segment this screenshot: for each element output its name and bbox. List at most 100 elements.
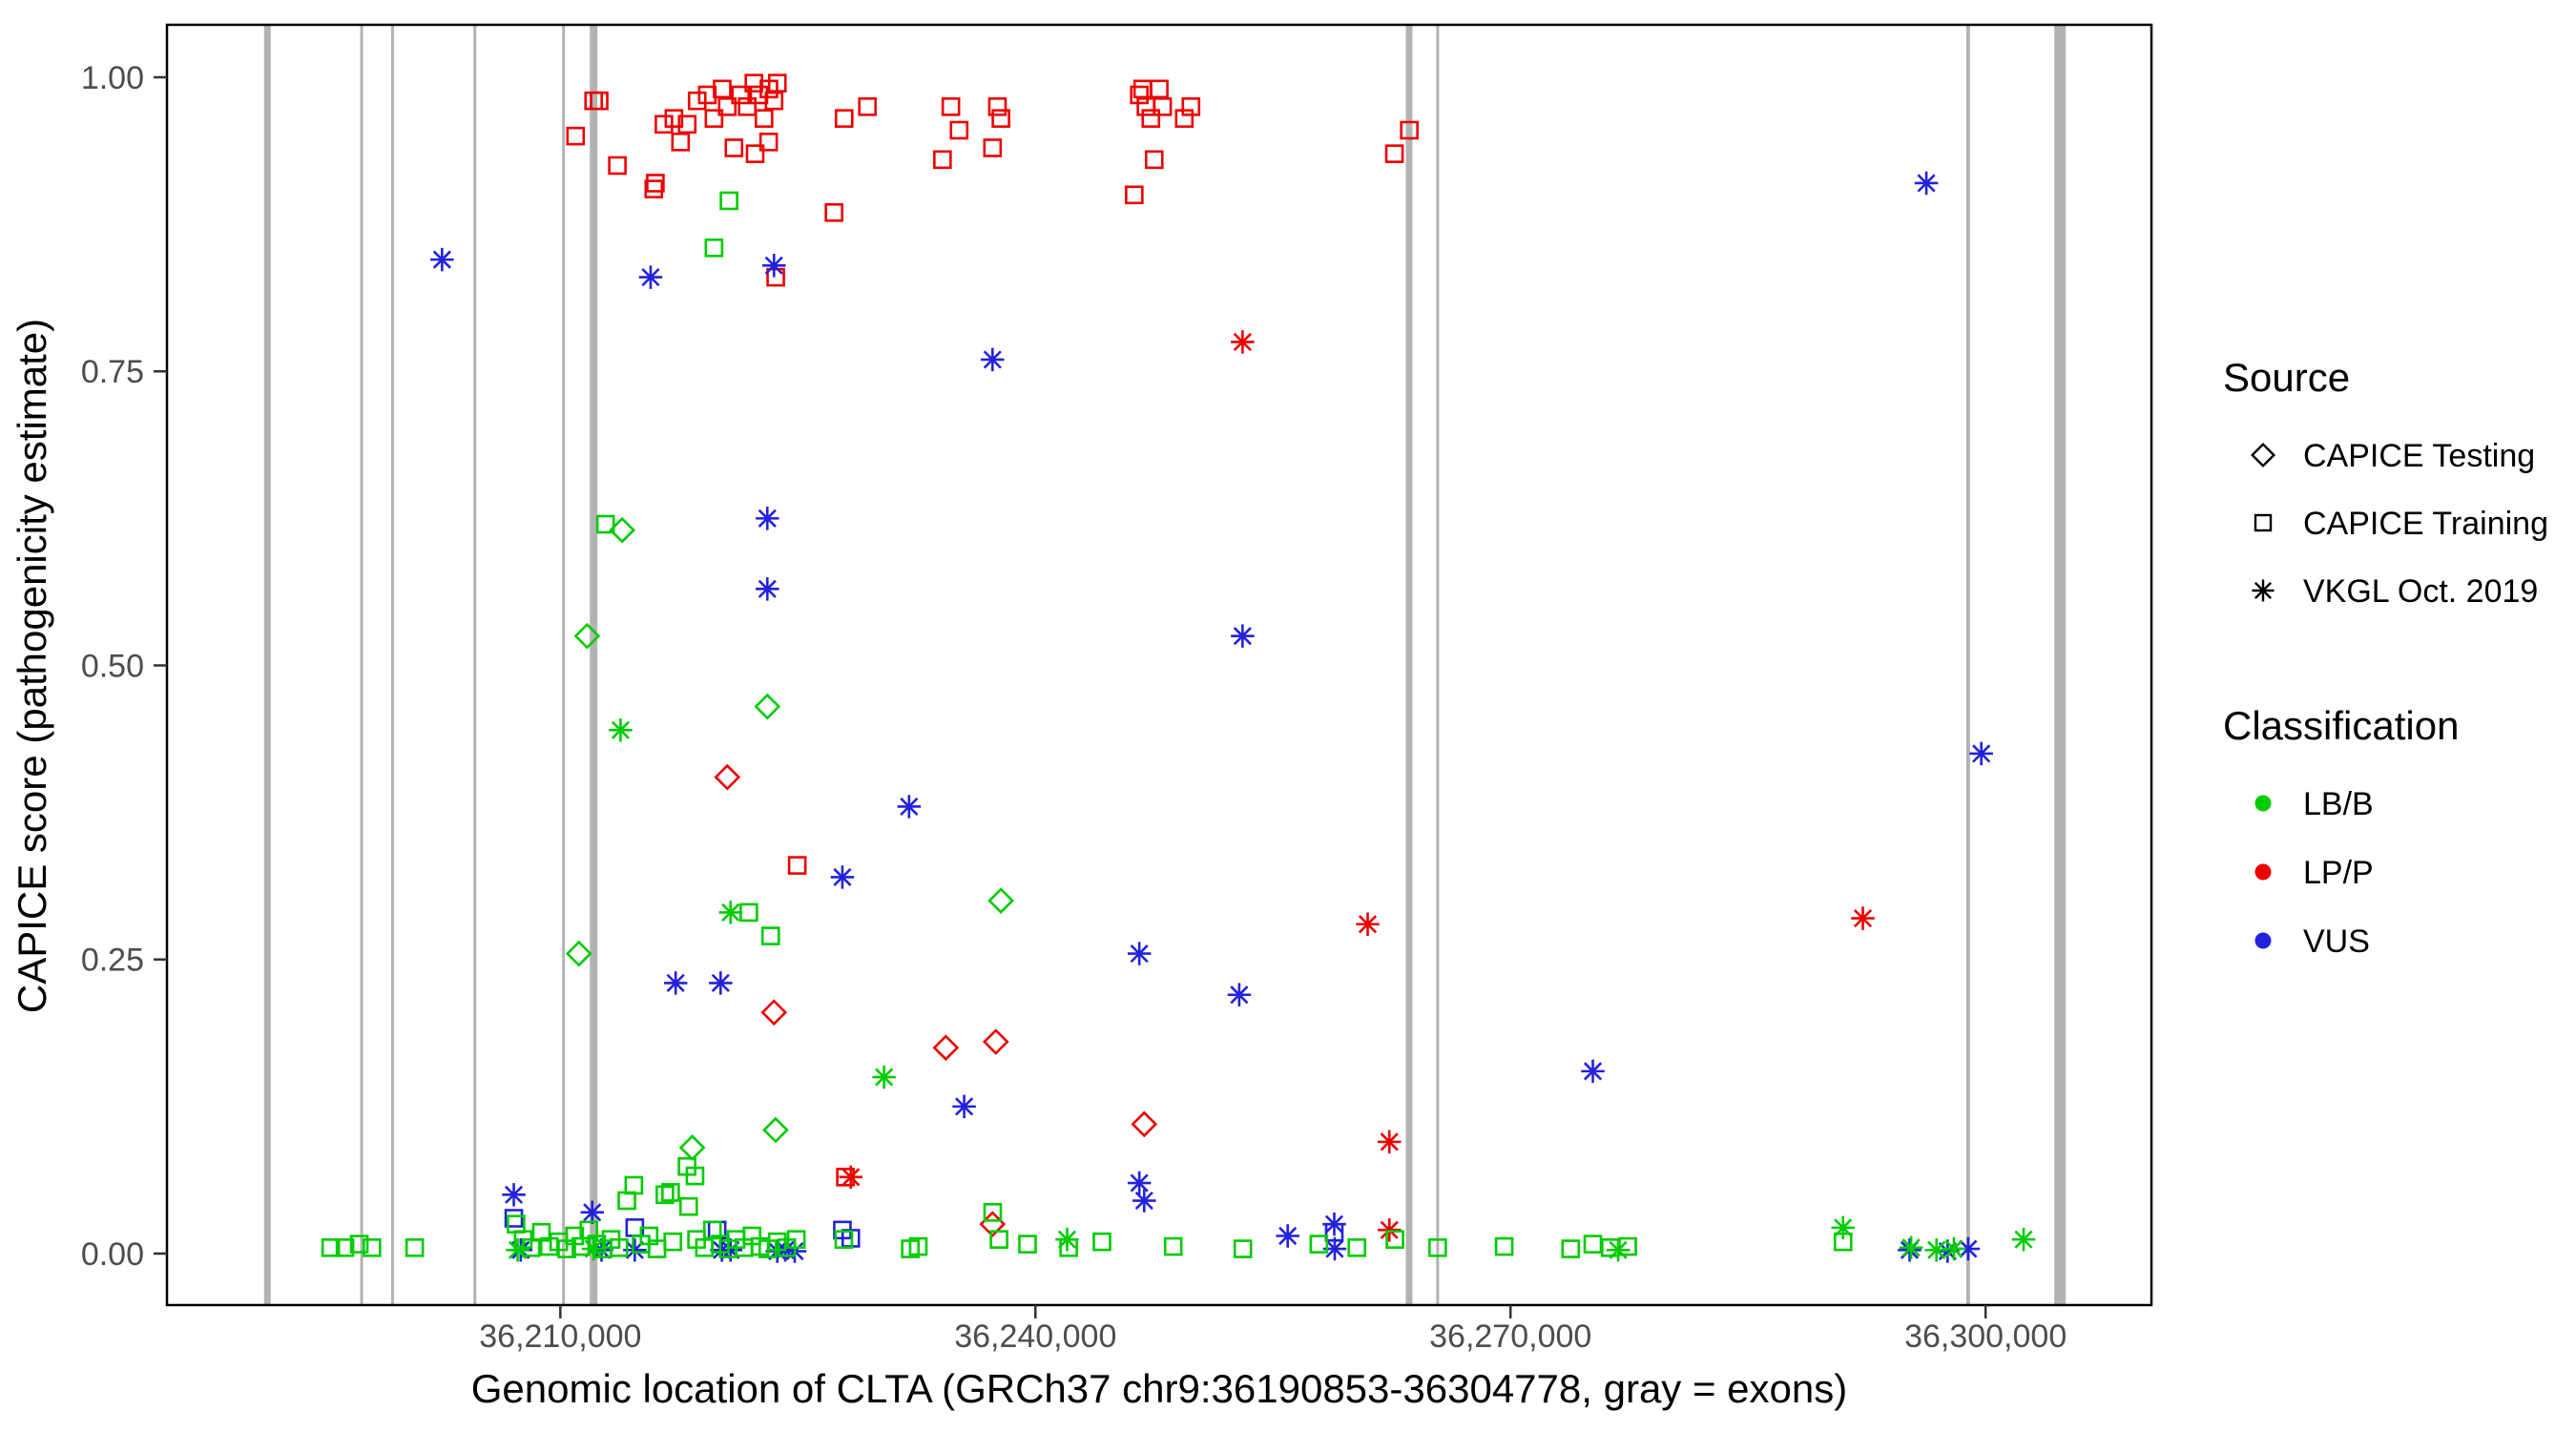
data-point bbox=[1181, 97, 1201, 116]
data-point bbox=[767, 1232, 787, 1252]
x-axis: 36,210,000 36,240,000 36,270,000 36,300,000 bbox=[479, 1305, 2067, 1355]
asterisk-marker bbox=[955, 1097, 974, 1116]
asterisk-marker bbox=[1901, 1238, 1921, 1257]
diamond-marker bbox=[932, 1034, 960, 1062]
data-point bbox=[590, 91, 609, 111]
square-marker bbox=[646, 174, 665, 193]
square-marker bbox=[678, 1196, 698, 1216]
square-marker bbox=[758, 133, 779, 152]
square-marker bbox=[663, 1232, 682, 1252]
diamond-marker bbox=[979, 1211, 1007, 1238]
asterisk-marker bbox=[432, 250, 451, 269]
data-point bbox=[506, 1238, 530, 1262]
data-point bbox=[1276, 1224, 1299, 1248]
data-point bbox=[1131, 1110, 1158, 1138]
square-marker bbox=[767, 1232, 787, 1252]
diamond-marker bbox=[714, 763, 741, 791]
data-point bbox=[1309, 1234, 1329, 1254]
data-point bbox=[1494, 1236, 1514, 1256]
asterisk-marker bbox=[764, 256, 783, 275]
square-marker bbox=[1163, 1236, 1183, 1256]
data-point bbox=[739, 902, 758, 923]
square-marker bbox=[908, 1236, 928, 1256]
square-marker bbox=[764, 91, 784, 111]
diamond-marker bbox=[987, 887, 1014, 914]
legend-asterisk-icon bbox=[2252, 579, 2275, 602]
square-marker bbox=[624, 1175, 644, 1195]
data-point bbox=[758, 133, 779, 152]
square-marker bbox=[1561, 1239, 1581, 1258]
data-point bbox=[1231, 624, 1255, 648]
data-point bbox=[713, 79, 732, 99]
square-marker bbox=[737, 97, 757, 116]
asterisk-marker bbox=[1944, 1239, 1963, 1258]
legend-diamond-icon bbox=[2250, 442, 2276, 468]
data-point bbox=[671, 133, 691, 152]
data-point bbox=[717, 97, 737, 116]
data-point bbox=[1125, 185, 1144, 205]
asterisk-marker bbox=[1057, 1230, 1077, 1249]
square-marker bbox=[704, 238, 724, 258]
data-point bbox=[1385, 1230, 1404, 1250]
asterisk-marker bbox=[508, 1240, 528, 1259]
legend-dot-icon bbox=[2254, 795, 2272, 812]
data-point bbox=[981, 347, 1005, 372]
data-point bbox=[987, 97, 1008, 116]
square-marker bbox=[989, 1230, 1008, 1250]
square-marker bbox=[1347, 1238, 1367, 1257]
square-marker bbox=[767, 73, 787, 93]
asterisk-marker bbox=[1380, 1220, 1399, 1239]
data-point bbox=[1356, 912, 1380, 936]
diamond-marker bbox=[573, 622, 601, 650]
asterisk-marker bbox=[611, 720, 630, 739]
square-marker bbox=[754, 109, 774, 128]
square-marker bbox=[664, 109, 684, 128]
data-point bbox=[834, 1230, 854, 1250]
square-marker bbox=[987, 97, 1008, 116]
asterisk-marker bbox=[2014, 1230, 2033, 1249]
data-point bbox=[335, 1238, 355, 1257]
square-marker bbox=[1181, 97, 1201, 116]
data-point bbox=[1581, 1059, 1605, 1084]
data-point bbox=[580, 1200, 604, 1225]
square-marker bbox=[697, 85, 717, 105]
data-point bbox=[704, 109, 724, 128]
asterisk-marker bbox=[666, 973, 685, 992]
legend-source-item-label: CAPICE Testing bbox=[2303, 438, 2535, 474]
x-tick-label: 36,210,000 bbox=[479, 1318, 641, 1355]
data-point bbox=[834, 109, 854, 128]
legend-dot-icon bbox=[2254, 932, 2272, 949]
asterisk-marker bbox=[758, 508, 777, 528]
data-point bbox=[1851, 906, 1875, 930]
asterisk-marker bbox=[900, 797, 919, 817]
square-marker bbox=[786, 1230, 806, 1250]
asterisk-marker bbox=[1959, 1239, 1978, 1258]
exon-regions bbox=[263, 25, 2067, 1305]
data-point bbox=[756, 507, 779, 530]
square-marker bbox=[677, 114, 697, 135]
data-point bbox=[1163, 1236, 1183, 1256]
square-marker bbox=[1618, 1236, 1637, 1256]
square-marker bbox=[787, 856, 807, 875]
data-point bbox=[609, 516, 635, 544]
data-point bbox=[363, 1238, 382, 1257]
data-point bbox=[872, 1065, 896, 1089]
asterisk-marker bbox=[1134, 1191, 1153, 1211]
square-marker bbox=[685, 1166, 705, 1186]
data-point bbox=[1347, 1238, 1367, 1257]
data-point bbox=[1127, 942, 1152, 965]
square-marker bbox=[745, 144, 765, 163]
square-marker bbox=[1125, 185, 1144, 205]
data-point bbox=[677, 114, 697, 135]
data-point bbox=[565, 940, 592, 967]
legend-source-item-label: VKGL Oct. 2019 bbox=[2303, 573, 2538, 610]
square-marker bbox=[617, 1191, 636, 1211]
data-point bbox=[644, 179, 664, 198]
data-point bbox=[1233, 1239, 1253, 1258]
data-point bbox=[646, 174, 665, 193]
square-marker bbox=[1130, 85, 1149, 105]
data-point bbox=[787, 856, 807, 875]
asterisk-marker bbox=[1972, 744, 1991, 763]
square-marker bbox=[687, 91, 707, 111]
